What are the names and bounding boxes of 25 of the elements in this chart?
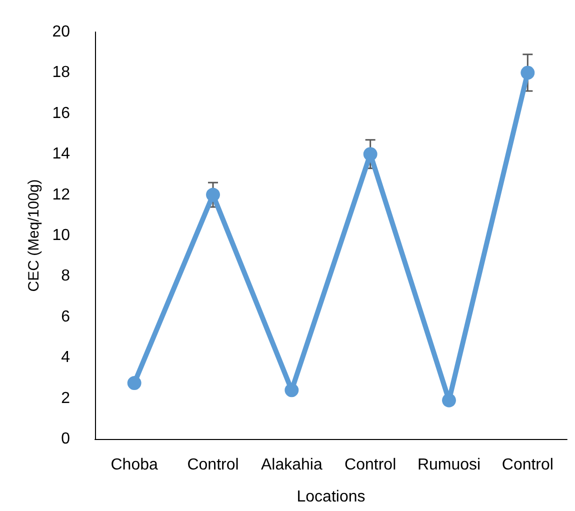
point [363,147,378,162]
point [520,66,535,80]
point [284,383,299,398]
point [127,376,142,390]
y-axis-title: CEC (Meq/100g) [25,179,42,292]
y-tick-label: 12 [52,186,70,204]
x-tick-label: Control [344,456,396,474]
y-tick-label: 10 [52,227,70,244]
y-tick-label: 4 [61,349,70,366]
x-tick-label: Rumuosi [417,456,481,474]
x-axis-title: Locations [296,488,366,506]
y-tick-label: 2 [61,390,70,407]
x-tick-label: Control [502,456,554,474]
point [206,188,220,202]
y-tick-label: 14 [52,146,70,163]
x-tick-label: Choba [110,456,158,474]
y-tick-label: 18 [52,64,70,82]
y-tick-label: 0 [61,430,70,448]
y-tick-label: 20 [52,24,70,40]
y-tick-label: 16 [52,104,70,122]
x-tick-label: Alakahia [260,456,322,474]
y-tick-label: 6 [61,308,70,326]
x-tick-label: Control [187,456,239,474]
point [442,393,456,408]
y-tick-label: 8 [61,268,70,285]
